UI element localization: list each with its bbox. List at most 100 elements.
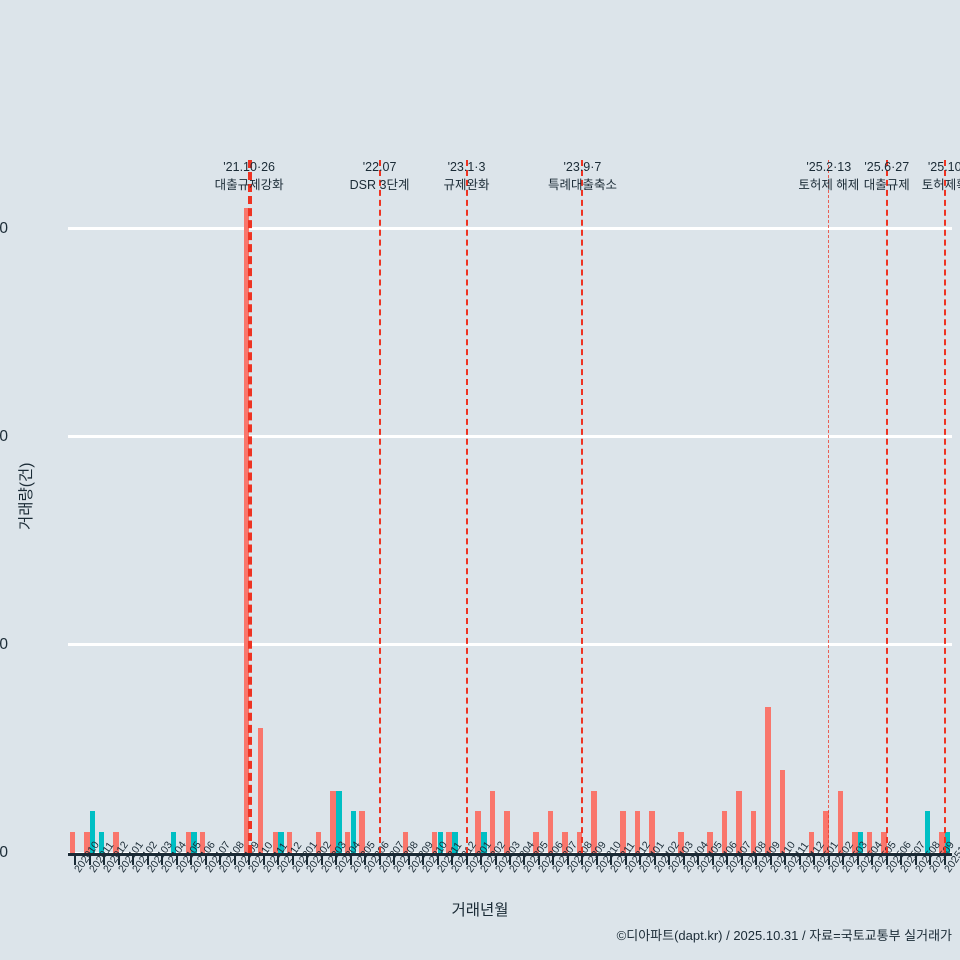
bar-85[interactable] [866, 832, 873, 853]
x-tick [204, 853, 207, 865]
x-tick [798, 853, 801, 865]
legend-title: 전용면적(㎡) [342, 104, 420, 121]
legend-item-85[interactable]: 85 [437, 98, 498, 124]
bar-85[interactable] [576, 832, 583, 853]
bar-125[interactable] [924, 811, 931, 853]
x-tick [117, 853, 120, 865]
page-title: 죽정 부경 아파트(2007) 거래량 변화 흐름 [58, 24, 475, 52]
bar-125[interactable] [437, 832, 444, 853]
bar-85[interactable] [258, 728, 264, 853]
x-tick [364, 853, 367, 865]
x-tick [320, 853, 323, 865]
bar-85[interactable] [113, 832, 119, 853]
x-tick [465, 853, 468, 865]
bar-85[interactable] [721, 811, 728, 853]
bar-85[interactable] [359, 811, 365, 853]
bar-85[interactable] [287, 832, 293, 853]
x-tick [943, 853, 946, 865]
event-date: '25.2·13 [806, 160, 852, 174]
bar-85[interactable] [852, 832, 858, 853]
bar-125[interactable] [171, 832, 177, 853]
bar-125[interactable] [336, 790, 342, 853]
bar-85[interactable] [808, 832, 815, 853]
bar-85[interactable] [765, 707, 771, 853]
bar-85[interactable] [446, 832, 452, 853]
page-subtitle: 최근 5년 한정 확대 차트 [60, 57, 210, 74]
x-tick [422, 853, 425, 865]
bar-85[interactable] [84, 832, 90, 853]
x-tick [248, 853, 251, 865]
x-tick [233, 853, 236, 865]
x-tick [190, 853, 193, 865]
x-tick [161, 853, 164, 865]
legend-swatch-85 [437, 98, 464, 124]
bar-85[interactable] [779, 769, 786, 853]
bar-85[interactable] [344, 832, 351, 853]
bar-85[interactable] [562, 832, 568, 853]
bar-85[interactable] [475, 811, 481, 853]
bar-85[interactable] [272, 832, 278, 853]
event-marker-line [378, 160, 381, 853]
bar-125[interactable] [858, 832, 864, 853]
bar-85[interactable] [649, 811, 655, 853]
x-tick [856, 853, 859, 865]
bar-125[interactable] [944, 832, 951, 853]
grid-line [68, 227, 952, 231]
bar-125[interactable] [481, 832, 487, 853]
bar-125[interactable] [278, 832, 284, 853]
x-tick [291, 853, 294, 865]
event-marker-line [465, 160, 468, 853]
event-description: 토허제확 [921, 178, 960, 193]
x-axis-label: 거래년월 [451, 902, 509, 919]
bar-85[interactable] [750, 811, 757, 853]
event-marker-line [581, 160, 584, 853]
x-tick [74, 853, 77, 865]
event-date: '25.10 [927, 160, 960, 174]
x-tick [769, 853, 772, 865]
bar-85[interactable] [823, 811, 829, 853]
bar-85[interactable] [547, 811, 554, 853]
x-tick [436, 853, 439, 865]
event-date: '22.07 [362, 160, 397, 174]
event-marker-line [943, 160, 946, 853]
bar-85[interactable] [402, 832, 409, 853]
bar-125[interactable] [89, 811, 96, 853]
bar-125[interactable] [98, 832, 105, 853]
bar-85[interactable] [330, 790, 336, 853]
bar-85[interactable] [533, 832, 539, 853]
bar-85[interactable] [200, 832, 206, 853]
bar-85[interactable] [707, 832, 713, 853]
x-tick [581, 853, 584, 865]
bar-85[interactable] [634, 811, 641, 853]
bar-85[interactable] [881, 832, 887, 853]
x-tick [407, 853, 410, 865]
bar-85[interactable] [620, 811, 626, 853]
bar-85[interactable] [431, 832, 438, 853]
bar-125[interactable] [350, 811, 357, 853]
bar-85[interactable] [736, 790, 742, 853]
bar-85[interactable] [678, 832, 684, 853]
bar-125[interactable] [191, 832, 197, 853]
event-date: '25.6·27 [864, 160, 910, 174]
legend-label-85: 85 [481, 103, 498, 119]
bar-85[interactable] [837, 790, 844, 853]
bar-85[interactable] [489, 790, 496, 853]
y-tick-label: 10 [0, 635, 8, 653]
y-tick-label: 0 [0, 844, 8, 861]
event-description: DSR 3단계 [349, 178, 410, 193]
bar-85[interactable] [185, 832, 191, 853]
grid-line [68, 435, 952, 439]
bar-85[interactable] [243, 208, 249, 853]
x-tick [610, 853, 613, 865]
bar-85[interactable] [504, 811, 510, 853]
bar-85[interactable] [316, 832, 322, 853]
bar-125[interactable] [452, 832, 458, 853]
bar-85[interactable] [69, 832, 76, 853]
bar-85[interactable] [591, 790, 597, 853]
x-tick [653, 853, 656, 865]
x-tick [262, 853, 265, 865]
legend-item-125[interactable]: 125 [523, 98, 592, 124]
x-tick [146, 853, 149, 865]
bar-85[interactable] [939, 832, 945, 853]
